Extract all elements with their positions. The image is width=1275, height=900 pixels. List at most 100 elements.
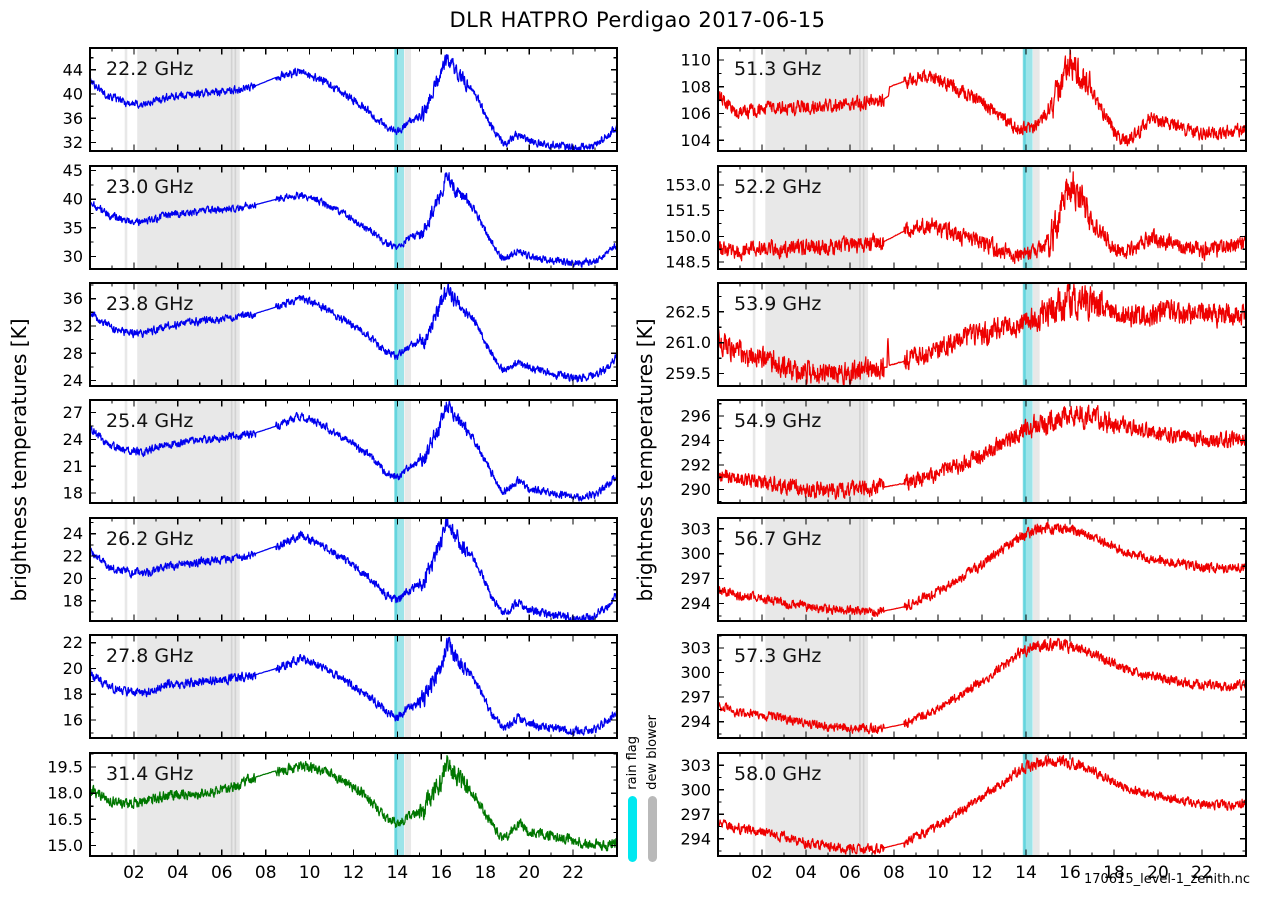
x-tick-label: 14 — [387, 863, 409, 883]
panel-frame — [89, 399, 618, 504]
y-tick-label: 110 — [680, 51, 711, 70]
x-tick-label: 04 — [795, 863, 817, 883]
x-tick-label: 08 — [883, 863, 905, 883]
dew-blower-band — [137, 283, 240, 386]
rain-flag-stripe — [1023, 400, 1026, 503]
rain-flag-band — [1022, 635, 1033, 738]
series-line — [719, 49, 1245, 147]
panel-freq-label: 22.2 GHz — [106, 58, 193, 80]
dew-blower-band — [124, 400, 128, 503]
dew-blower-line — [230, 283, 233, 386]
x-tick-label: 06 — [211, 863, 233, 883]
dew-blower-line — [234, 400, 237, 503]
panel-frame — [717, 752, 1247, 857]
y-tick-label: 294 — [680, 829, 711, 848]
rain-flag-stripe — [394, 753, 398, 856]
axis-ticks — [718, 48, 1246, 151]
y-tick-label: 108 — [680, 77, 711, 96]
series-line — [91, 519, 616, 620]
panel-frame — [717, 282, 1247, 387]
panel-26-2-ghz: 18 20 22 24 26.2 GHz — [63, 517, 618, 622]
dew-blower-band — [404, 635, 412, 738]
x-tick-label: 16 — [1059, 863, 1081, 883]
y-tick-label: 35 — [63, 218, 83, 237]
rain-flag-swatch — [628, 796, 637, 862]
y-tick-label: 297 — [680, 688, 711, 707]
y-tick-label: 30 — [63, 247, 83, 266]
dew-blower-band — [1033, 635, 1040, 738]
axis-ticks — [90, 283, 617, 386]
axis-ticks — [90, 48, 617, 151]
y-tick-label: 45 — [63, 161, 83, 180]
axis-ticks — [718, 635, 1246, 738]
y-tick-label: 300 — [680, 663, 711, 682]
y-tick-label: 303 — [680, 639, 711, 658]
y-tick-label: 36 — [63, 289, 83, 308]
rain-flag-stripe — [394, 283, 398, 386]
panel-22-2-ghz: 32 36 40 44 22.2 GHz — [63, 47, 618, 152]
series-line — [91, 401, 616, 502]
y-tick-label: 300 — [680, 544, 711, 563]
rain-flag-band — [394, 400, 405, 503]
y-tick-label: 150.0 — [665, 227, 711, 246]
x-tick-label: 22 — [1191, 863, 1213, 883]
series-line — [91, 284, 616, 383]
panel-31-4-ghz: 15.0 16.5 18.0 19.5 31.4 GHz 02 04 06 08 10 12 14 16… — [47, 752, 618, 883]
y-tick-label: 104 — [680, 131, 711, 150]
y-tick-label: 297 — [680, 569, 711, 588]
y-tick-label: 21 — [63, 457, 83, 476]
rain-flag-stripe — [1023, 283, 1026, 386]
x-tick-label: 16 — [430, 863, 452, 883]
y-tick-label: 148.5 — [665, 253, 711, 272]
dew-blower-line — [234, 518, 237, 621]
y-tick-label: 294 — [680, 712, 711, 731]
dew-blower-line — [859, 166, 861, 269]
x-tick-label: 12 — [343, 863, 365, 883]
panel-frame — [717, 517, 1247, 622]
rain-flag-band — [394, 753, 405, 856]
rain-flag-stripe — [1023, 518, 1026, 621]
dew-blower-line — [230, 48, 233, 151]
dew-blower-line — [234, 48, 237, 151]
dew-blower-band — [404, 518, 412, 621]
series-line — [719, 284, 1245, 385]
y-tick-label: 296 — [680, 406, 711, 425]
y-tick-label: 151.5 — [665, 201, 711, 220]
rain-flag-stripe — [394, 400, 398, 503]
x-tick-label: 02 — [751, 863, 773, 883]
dew-blower-line — [859, 518, 861, 621]
panel-frame — [89, 752, 618, 857]
panel-frame — [89, 165, 618, 270]
rain-flag-stripe — [394, 518, 398, 621]
dew-blower-band — [1033, 166, 1040, 269]
dew-blower-band — [1033, 400, 1040, 503]
panel-freq-label: 23.8 GHz — [106, 293, 193, 315]
x-tick-label: 18 — [474, 863, 496, 883]
dew-blower-line — [862, 166, 865, 269]
y-tick-label: 106 — [680, 104, 711, 123]
dew-blower-line — [862, 753, 865, 856]
y-tick-label: 18 — [63, 685, 83, 704]
y-tick-label: 303 — [680, 519, 711, 538]
dew-blower-line — [234, 166, 237, 269]
rain-flag-band — [394, 166, 405, 269]
panel-frame — [89, 634, 618, 739]
axis-ticks — [718, 166, 1246, 269]
panel-57-3-ghz: 294 297 300 303 57.3 GHz — [680, 634, 1247, 739]
legend-dew-blower: dew blower — [644, 686, 661, 862]
y-tick-label: 32 — [63, 317, 83, 336]
x-tick-label: 08 — [255, 863, 277, 883]
panel-25-4-ghz: 18 21 24 27 25.4 GHz — [63, 399, 618, 504]
legend-dew-blower-label: dew blower — [645, 715, 660, 790]
dew-blower-line — [862, 635, 865, 738]
figure-title: DLR HATPRO Perdigao 2017-06-15 — [449, 8, 826, 32]
x-tick-label: 02 — [123, 863, 145, 883]
panel-frame — [89, 517, 618, 622]
y-tick-label: 18 — [63, 591, 83, 610]
series-line — [719, 404, 1245, 500]
y-tick-label: 297 — [680, 805, 711, 824]
panel-freq-label: 26.2 GHz — [106, 528, 193, 550]
panel-56-7-ghz: 294 297 300 303 56.7 GHz — [680, 517, 1247, 622]
